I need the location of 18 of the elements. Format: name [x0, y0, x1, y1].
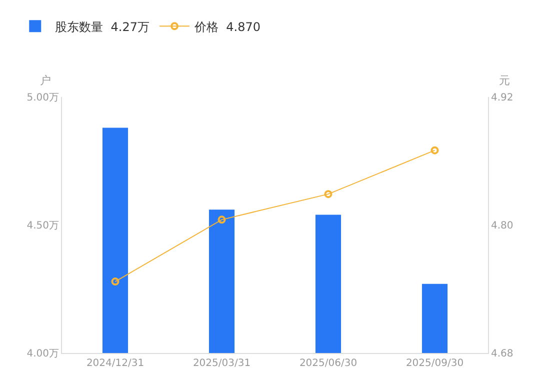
- legend-label: 价格 4.870: [194, 20, 260, 34]
- y2-tick-label: 4.92: [491, 92, 514, 104]
- y-tick-label: 4.00万: [26, 348, 59, 360]
- x-tick-label: 2025/03/31: [192, 358, 251, 369]
- point: [218, 216, 226, 224]
- x-tick-label: 2025/09/30: [406, 358, 464, 369]
- y-axis-title: 户: [40, 74, 51, 87]
- legend-label: 股东数量 4.27万: [55, 20, 150, 34]
- y2-tick-label: 4.68: [491, 348, 514, 360]
- x-tick-label: 2025/06/30: [299, 358, 358, 369]
- x-tick-label: 2024/12/31: [86, 358, 144, 369]
- y-tick-label: 5.00万: [26, 92, 59, 104]
- point: [430, 146, 439, 154]
- y2-tick-label: 4.80: [491, 220, 514, 232]
- point: [324, 190, 332, 198]
- point: [111, 278, 120, 286]
- y2-axis-title: 元: [499, 74, 510, 87]
- y-tick-label: 4.50万: [26, 220, 59, 232]
